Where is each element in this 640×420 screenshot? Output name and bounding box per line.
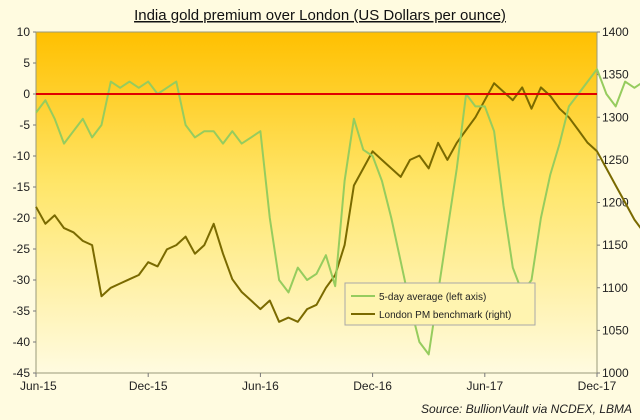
left-tick-label: -40 (13, 335, 31, 349)
right-tick-label: 1250 (602, 153, 629, 167)
series-line-premium (35, 68, 640, 356)
right-tick-label: 1350 (602, 68, 629, 82)
right-tick-label: 1300 (602, 110, 629, 124)
legend-box (344, 282, 536, 326)
left-tick-label: -30 (13, 273, 31, 287)
right-tick-label: 1100 (602, 281, 628, 295)
right-tick-label: 1400 (602, 25, 629, 39)
x-tick-label: Jun-16 (242, 379, 279, 393)
series-line-london-pm (35, 82, 640, 323)
x-tick-label: Jun-17 (466, 379, 503, 393)
left-tick-label: -15 (13, 180, 31, 194)
left-tick-label: 5 (23, 56, 30, 70)
left-tick-label: -35 (13, 304, 31, 318)
right-tick-label: 1150 (602, 238, 628, 252)
legend-label-premium: 5-day average (left axis) (379, 292, 486, 303)
left-tick-label: -10 (13, 149, 31, 163)
left-tick-label: -45 (13, 366, 31, 380)
x-tick-label: Dec-16 (353, 379, 392, 393)
right-tick-label: 1050 (602, 323, 629, 337)
right-tick-label: 1000 (602, 366, 629, 380)
x-tick-label: Jun-15 (20, 379, 57, 393)
chart-title: India gold premium over London (US Dolla… (134, 7, 506, 24)
series-layer (35, 68, 640, 356)
legend: 5-day average (left axis) London PM benc… (344, 282, 536, 326)
left-tick-label: -25 (13, 242, 31, 256)
source-note: Source: BullionVault via NCDEX, LBMA (421, 402, 632, 416)
left-axis-ticks: 10 5 0 -5 -10 -15 -20 -25 -30 -35 -40 -45 (13, 25, 36, 380)
legend-label-gold: London PM benchmark (right) (379, 310, 511, 321)
left-tick-label: 0 (23, 87, 30, 101)
left-tick-label: -20 (13, 211, 31, 225)
left-tick-label: 10 (17, 25, 31, 39)
x-axis-ticks: Jun-15 Dec-15 Jun-16 Dec-16 Jun-17 Dec-17 (20, 373, 617, 393)
x-tick-label: Dec-15 (129, 379, 168, 393)
left-tick-label: -5 (19, 118, 30, 132)
x-tick-label: Dec-17 (578, 379, 617, 393)
